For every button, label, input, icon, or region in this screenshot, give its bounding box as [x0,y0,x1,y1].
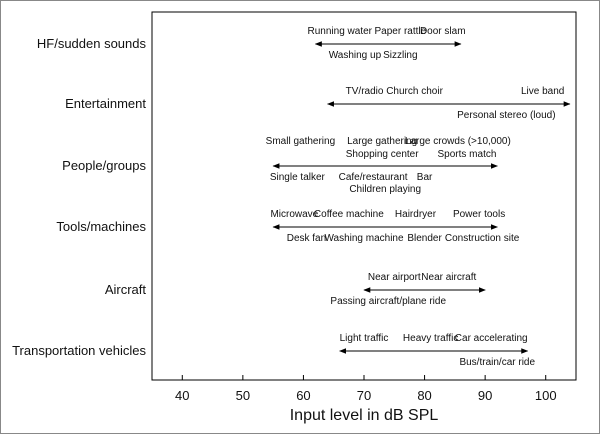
annotation-above-tools-machines-3: Power tools [453,209,505,220]
annotation-below-people-groups-2: Bar [417,172,433,183]
x-tick-label-40: 40 [175,388,189,403]
annotation-above-people-groups-1: Large gathering [347,136,417,147]
annotation-below-tools-machines-1: Washing machine [324,233,404,244]
category-label-aircraft: Aircraft [105,282,147,297]
category-label-people-groups: People/groups [62,158,146,173]
annotation-above-transportation-vehicles-2: Car accelerating [455,333,528,344]
annotation-above-entertainment-1: Live band [521,86,564,97]
x-tick-label-60: 60 [296,388,310,403]
annotation-above-tools-machines-2: Hairdryer [395,209,437,220]
annotation-above-people-groups-2: Large crowds (>10,000) [405,136,511,147]
annotation-below-entertainment-0: Personal stereo (loud) [457,110,555,121]
annotation-below-people-groups-1: Cafe/restaurant [339,172,408,183]
annotation-below-tools-machines-2: Blender [407,233,442,244]
annotation-above-tools-machines-0: Microwave [270,209,318,220]
annotation-above-transportation-vehicles-1: Heavy traffic [403,333,458,344]
category-label-tools-machines: Tools/machines [56,219,146,234]
x-tick-label-100: 100 [535,388,557,403]
x-tick-label-80: 80 [417,388,431,403]
annotation-above-aircraft-1: Near aircraft [421,272,476,283]
annotation-above-tools-machines-1: Coffee machine [314,209,384,220]
annotation-below-transportation-vehicles-0: Bus/train/car ride [459,357,535,368]
annotation-above-hf-sudden-sounds-1: Paper rattle [374,26,426,37]
x-tick-label-90: 90 [478,388,492,403]
annotation-above-people-groups-4: Sports match [438,149,497,160]
annotation-above-hf-sudden-sounds-0: Running water [308,26,373,37]
annotation-above-aircraft-0: Near airport [368,272,421,283]
x-axis-label: Input level in dB SPL [290,407,439,424]
annotation-above-transportation-vehicles-0: Light traffic [340,333,389,344]
category-label-transportation-vehicles: Transportation vehicles [12,343,146,358]
annotation-below-people-groups-3: Children playing [349,184,421,195]
annotation-above-people-groups-0: Small gathering [266,136,335,147]
category-label-entertainment: Entertainment [65,96,146,111]
annotation-below-aircraft-0: Passing aircraft/plane ride [330,296,446,307]
annotation-below-people-groups-0: Single talker [270,172,326,183]
plot-area-border [151,11,577,381]
annotation-below-tools-machines-0: Desk fan [287,233,326,244]
x-tick-label-50: 50 [236,388,250,403]
category-label-hf-sudden-sounds: HF/sudden sounds [37,36,147,51]
annotation-above-entertainment-0: TV/radio Church choir [346,86,444,97]
annotation-above-people-groups-3: Shopping center [346,149,420,160]
annotation-below-hf-sudden-sounds-1: Sizzling [383,50,417,61]
x-tick-label-70: 70 [357,388,371,403]
annotation-below-hf-sudden-sounds-0: Washing up [329,50,382,61]
annotation-below-tools-machines-3: Construction site [445,233,520,244]
annotation-above-hf-sudden-sounds-2: Door slam [420,26,466,37]
